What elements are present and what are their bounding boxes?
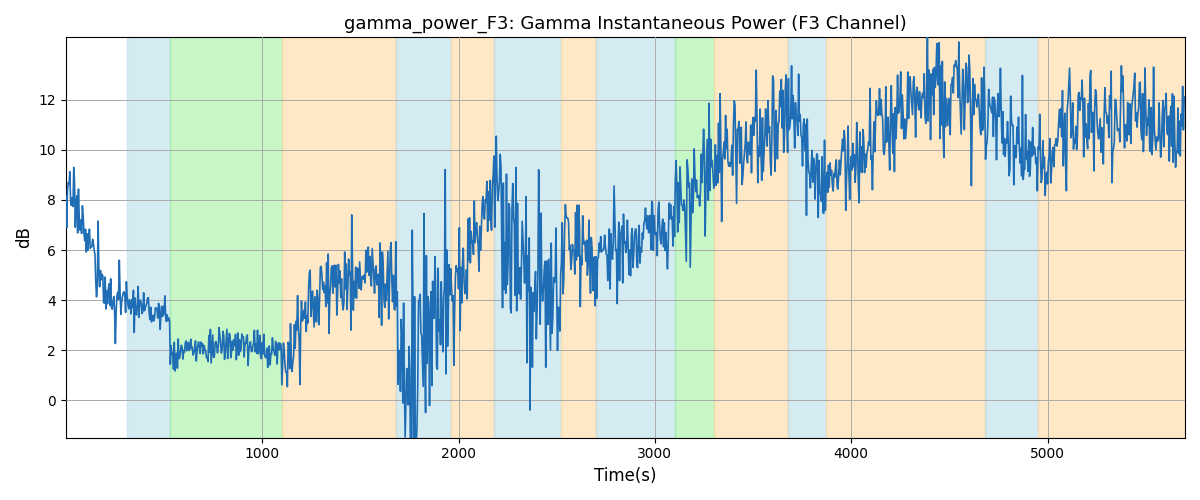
Bar (560, 38, 596, 438)
Bar (1038, 38, 1184, 438)
Bar (282, 38, 396, 438)
Bar (396, 38, 451, 438)
X-axis label: Time(s): Time(s) (594, 467, 656, 485)
Bar (596, 38, 674, 438)
Bar (451, 38, 494, 438)
Bar (170, 38, 282, 438)
Bar (826, 38, 985, 438)
Bar (714, 38, 788, 438)
Bar (674, 38, 714, 438)
Bar (494, 38, 560, 438)
Bar (127, 38, 170, 438)
Title: gamma_power_F3: Gamma Instantaneous Power (F3 Channel): gamma_power_F3: Gamma Instantaneous Powe… (344, 15, 907, 34)
Y-axis label: dB: dB (16, 226, 34, 248)
Bar (788, 38, 826, 438)
Bar (985, 38, 1038, 438)
